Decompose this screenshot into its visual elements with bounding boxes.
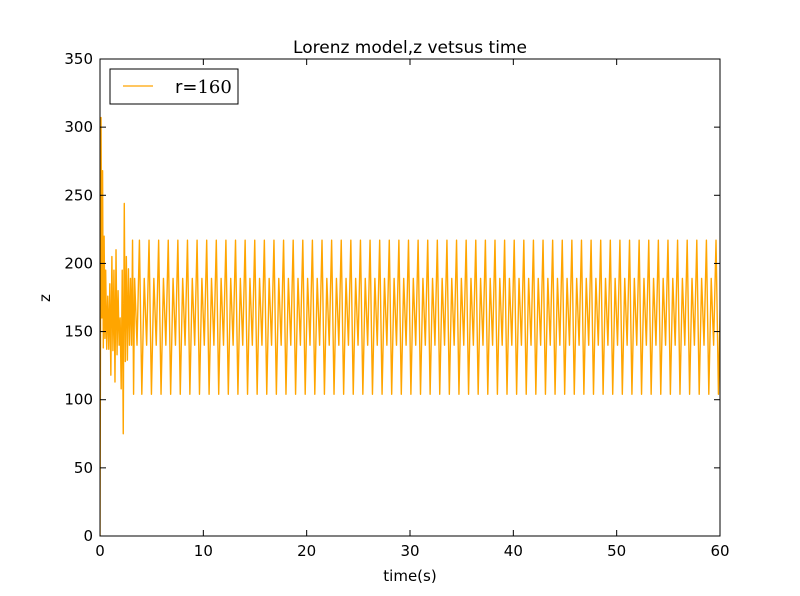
y-axis-label: z (36, 294, 54, 302)
x-tick-label: 40 (504, 542, 523, 560)
y-tick-label: 150 (64, 323, 93, 341)
ticks-layer: 0 10 20 30 40 50 60 0 50 100 150 200 250 300 350 (64, 50, 729, 560)
y-tick-label: 250 (64, 186, 93, 204)
x-tick-label: 20 (297, 542, 316, 560)
y-tick-label: 300 (64, 118, 93, 136)
y-tick-label: 100 (64, 391, 93, 409)
y-tick-label: 350 (64, 50, 93, 68)
chart-title: Lorenz model,z vetsus time (293, 38, 527, 58)
x-tick-label: 30 (400, 542, 419, 560)
legend: r=160 (109, 68, 239, 105)
y-tick-label: 50 (74, 459, 93, 477)
x-axis-label: time(s) (383, 567, 436, 585)
legend-label-prefix: r= (175, 77, 197, 98)
x-tick-label: 60 (710, 542, 729, 560)
series-layer (100, 116, 720, 536)
legend-label-value: 160 (197, 77, 231, 98)
x-tick-label: 0 (95, 542, 105, 560)
series-line-r160 (100, 116, 720, 536)
legend-label: r=160 (175, 77, 232, 98)
y-tick-label: 200 (64, 254, 93, 272)
x-tick-label: 50 (607, 542, 626, 560)
x-tick-label: 10 (194, 542, 213, 560)
y-tick-label: 0 (83, 527, 93, 545)
